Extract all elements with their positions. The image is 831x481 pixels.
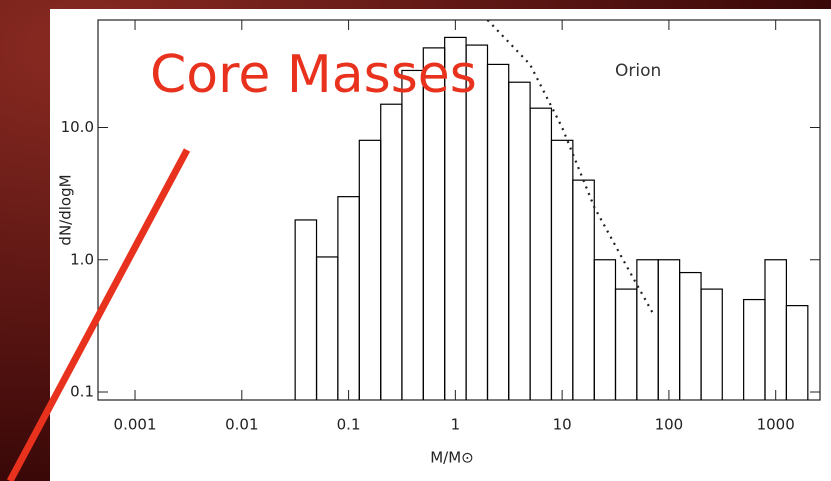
- x-tick-label: 10: [553, 416, 572, 434]
- y-tick-label: 0.1: [70, 383, 94, 401]
- fit-line: [486, 20, 654, 313]
- y-tick-label: 1.0: [70, 250, 94, 268]
- x-tick-label: 1000: [757, 416, 795, 434]
- annotation: Orion: [615, 61, 661, 81]
- x-tick-label: 100: [655, 416, 684, 434]
- plot-area: [294, 20, 809, 400]
- y-axis-label: dN/dlogM: [57, 174, 75, 245]
- x-axis-label: M/M⊙: [430, 449, 474, 467]
- bar: [785, 305, 809, 400]
- x-tick-label: 1: [451, 416, 461, 434]
- x-tick-label: 0.1: [337, 416, 361, 434]
- x-tick-label: 0.001: [114, 416, 157, 434]
- bar: [700, 288, 723, 400]
- chart-title: Core Masses: [150, 45, 477, 105]
- plot-frame: [97, 19, 821, 401]
- pointer-line: [6, 148, 191, 481]
- plot-panel: [50, 9, 831, 481]
- x-tick-label: 0.01: [225, 416, 258, 434]
- y-tick-label: 10.0: [61, 118, 94, 136]
